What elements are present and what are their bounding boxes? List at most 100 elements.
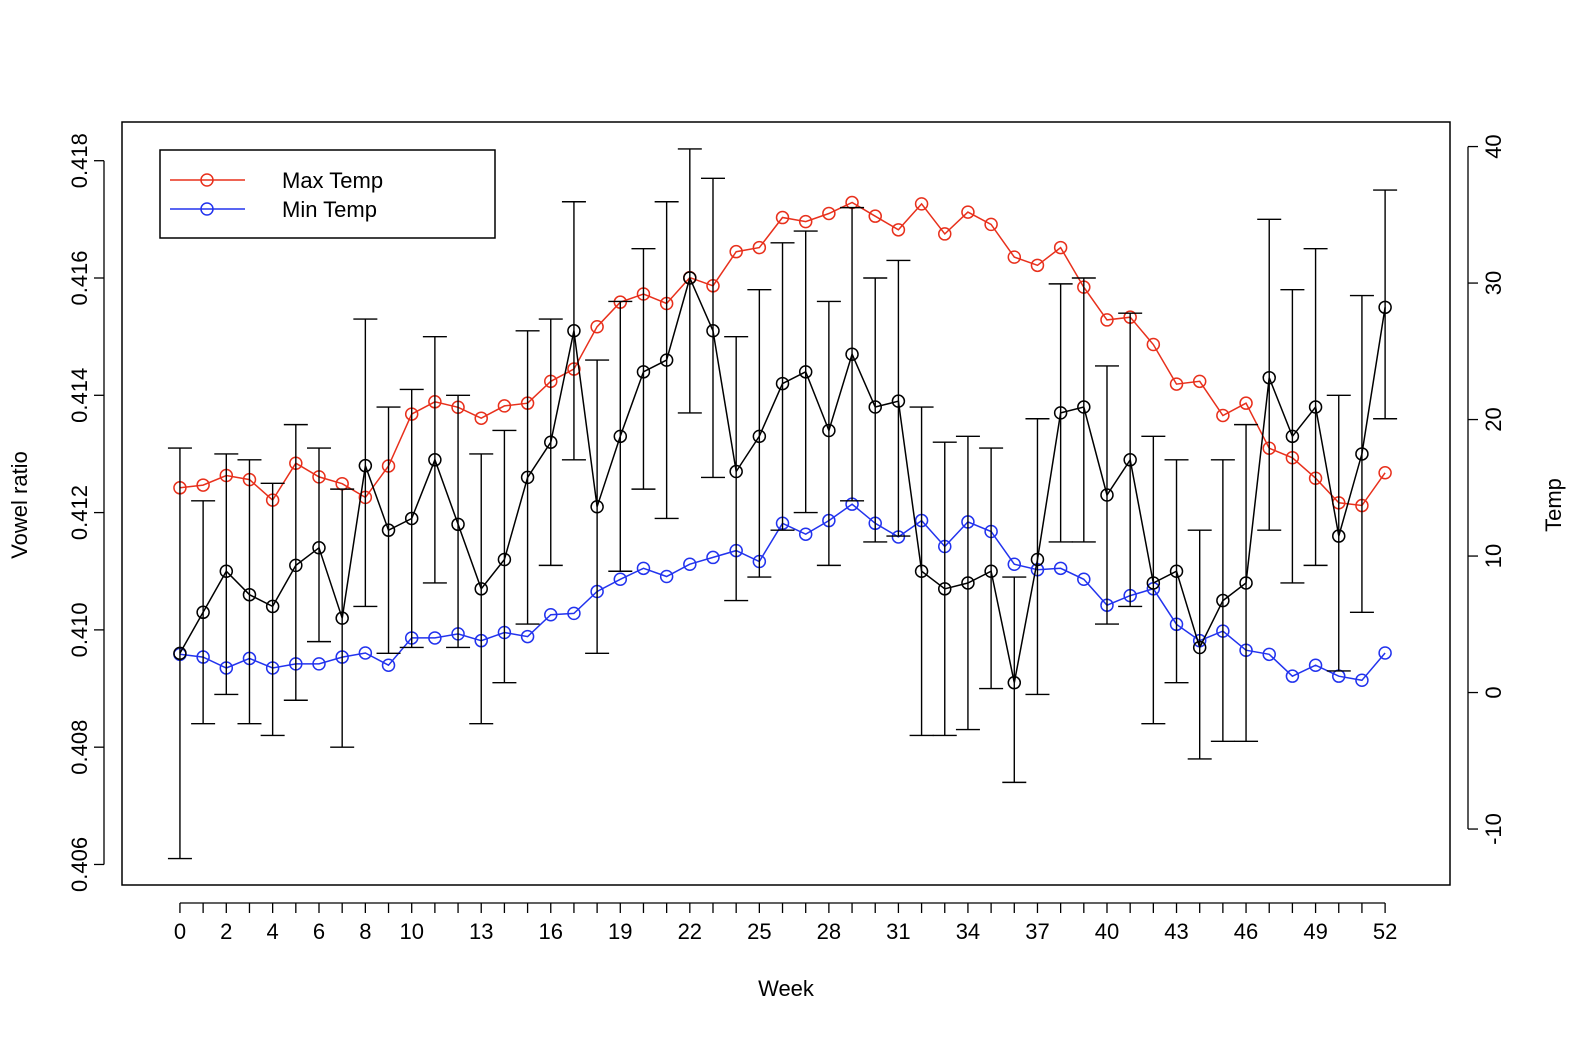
x-tick-label: 52 (1373, 919, 1397, 944)
data-point (1378, 466, 1392, 480)
x-tick-label: 40 (1095, 919, 1119, 944)
data-point (752, 240, 767, 255)
data-point (868, 400, 882, 414)
data-point (1308, 658, 1323, 672)
data-point (497, 552, 512, 567)
data-point (1308, 400, 1323, 414)
data-point (1216, 408, 1230, 423)
data-point (1053, 561, 1068, 576)
data-point (613, 429, 628, 444)
data-point (822, 206, 836, 221)
data-point (636, 365, 651, 379)
data-point (729, 244, 743, 259)
series-line (179, 275, 1386, 683)
y-left-tick-label: 0.414 (67, 368, 92, 423)
x-tick-label: 19 (608, 919, 632, 944)
data-point (358, 458, 373, 473)
x-tick-label: 31 (886, 919, 910, 944)
data-point (1262, 370, 1276, 385)
series-layer (167, 148, 1398, 860)
data-point (798, 527, 813, 541)
x-tick-label: 10 (399, 919, 423, 944)
data-point (914, 197, 929, 211)
x-tick-label: 37 (1025, 919, 1049, 944)
y-left-tick-label: 0.410 (67, 602, 92, 657)
data-point (1239, 576, 1253, 590)
legend-label-min-temp: Min Temp (282, 197, 377, 222)
x-tick-label: 22 (678, 919, 702, 944)
data-point (961, 576, 975, 590)
data-point (1100, 313, 1114, 327)
data-point (891, 223, 906, 237)
data-point (544, 607, 558, 622)
legend: Max Temp Min Temp (159, 149, 496, 239)
data-point (1007, 557, 1022, 571)
data-point (590, 499, 604, 514)
data-point (845, 347, 859, 361)
data-point (984, 217, 998, 232)
data-point (868, 209, 882, 223)
data-point (798, 214, 813, 229)
y-right-tick-label: 20 (1481, 407, 1506, 431)
data-point (1053, 406, 1068, 420)
data-point (1077, 572, 1091, 587)
data-point (196, 605, 210, 620)
x-tick-label: 16 (539, 919, 563, 944)
data-point (752, 429, 767, 444)
data-point (775, 210, 790, 225)
data-point (196, 478, 210, 492)
data-point (335, 611, 349, 625)
x-tick-label: 25 (747, 919, 771, 944)
data-point (1007, 250, 1022, 264)
data-point (381, 658, 396, 672)
data-point (312, 541, 326, 555)
y-left-tick-label: 0.412 (67, 485, 92, 540)
data-point (613, 572, 628, 587)
data-point (1332, 529, 1346, 543)
legend-label-max-temp: Max Temp (282, 168, 383, 193)
data-point (706, 324, 720, 338)
data-point (1169, 564, 1184, 578)
legend-swatch-marker-max-temp (200, 173, 214, 187)
data-point (567, 324, 581, 338)
x-tick-label: 43 (1164, 919, 1188, 944)
legend-swatch-marker-min-temp (200, 202, 214, 216)
data-point (1169, 377, 1184, 391)
data-point (1216, 593, 1230, 608)
y-left-tick-label: 0.406 (67, 837, 92, 892)
data-point (1378, 646, 1392, 660)
data-point (451, 517, 465, 532)
data-point (984, 564, 998, 578)
y-right-tick-label: 0 (1481, 686, 1506, 698)
x-tick-label: 13 (469, 919, 493, 944)
data-point (659, 569, 674, 584)
data-point (636, 561, 651, 576)
data-point (1123, 453, 1137, 467)
data-point (1355, 447, 1369, 461)
data-point (1146, 337, 1161, 352)
data-point (265, 599, 280, 614)
data-point (1355, 673, 1369, 688)
data-point (358, 646, 373, 660)
y-left-tick-label: 0.416 (67, 250, 92, 305)
data-point (1192, 640, 1207, 655)
data-point (1192, 374, 1207, 389)
data-point (590, 319, 604, 334)
data-point (1053, 240, 1068, 255)
data-point (938, 227, 952, 241)
data-point (1077, 400, 1091, 414)
data-point (428, 453, 442, 467)
data-point (683, 557, 697, 571)
data-point (544, 435, 558, 449)
y-left-tick-label: 0.418 (67, 133, 92, 188)
data-point (1007, 675, 1022, 690)
data-point (659, 353, 674, 367)
data-point (1146, 576, 1161, 590)
data-point (567, 606, 581, 621)
data-point (312, 657, 326, 671)
data-point (474, 411, 488, 425)
data-point (729, 464, 743, 479)
x-axis-title: Week (758, 976, 815, 1001)
y-right-tick-label: -10 (1481, 813, 1506, 845)
